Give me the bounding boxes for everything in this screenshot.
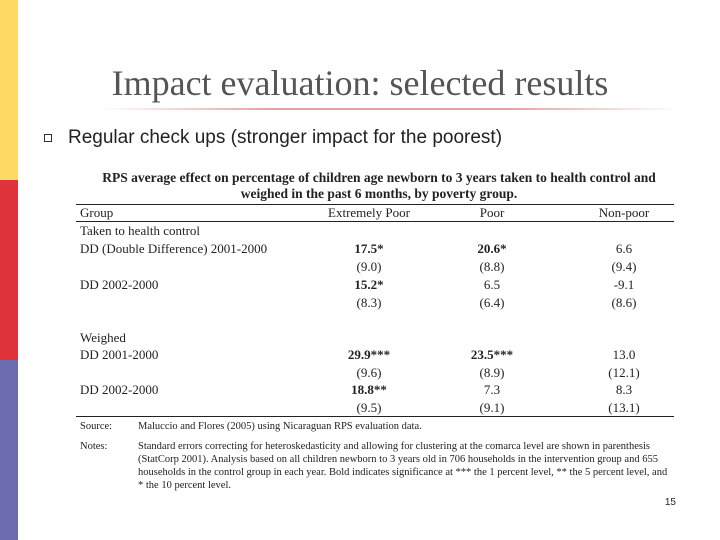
table-header-row: Group Extremely Poor Poor Non-poor [76, 204, 674, 222]
table-notes: Notes: Standard errors correcting for he… [80, 440, 670, 496]
cell-poor-se: (8.9) [479, 365, 505, 380]
cell-poor-se: (6.4) [479, 295, 505, 310]
bullet-text: Regular check ups (stronger impact for t… [68, 127, 503, 148]
header-poor: Poor [479, 205, 505, 220]
cell-non-poor: -9.1 [613, 277, 635, 292]
header-group: Group [80, 205, 114, 220]
row-label: DD 2002-2000 [80, 277, 159, 292]
accent-bar-red [0, 180, 18, 360]
cell-non-poor-se: (9.4) [611, 259, 637, 274]
table-source: Source: Maluccio and Flores (2005) using… [80, 420, 670, 434]
row-label: DD (Double Difference) 2001-2000 [80, 241, 268, 256]
source-text: Maluccio and Flores (2005) using Nicarag… [138, 421, 422, 432]
results-table: RPS average effect on percentage of chil… [76, 170, 674, 491]
table-caption: RPS average effect on percentage of chil… [102, 170, 656, 201]
cell-non-poor-se: (8.6) [611, 295, 637, 310]
cell-extremely-poor: 17.5* [354, 241, 384, 256]
cell-extremely-poor: 15.2* [354, 277, 384, 292]
table-row: Taken to health control [76, 222, 674, 240]
table-row: (9.5) (9.1) (13.1) [76, 399, 674, 417]
cell-non-poor-se: (12.1) [608, 365, 640, 380]
bullet-item: Regular check ups (stronger impact for t… [44, 127, 502, 149]
cell-poor: 7.3 [483, 382, 501, 397]
table-header-rule [76, 221, 674, 222]
table-row: DD 2002-2000 18.8** 7.3 8.3 [76, 381, 674, 399]
cell-non-poor: 13.0 [612, 347, 636, 362]
table-top-rule [76, 204, 674, 205]
cell-poor: 23.5*** [470, 347, 514, 362]
table-row: DD 2002-2000 15.2* 6.5 -9.1 [76, 276, 674, 294]
table-row: (9.0) (8.8) (9.4) [76, 258, 674, 276]
accent-bar-yellow [0, 0, 18, 180]
row-label: Weighed [80, 330, 126, 345]
title-divider [100, 108, 680, 110]
table-row: DD 2001-2000 29.9*** 23.5*** 13.0 [76, 346, 674, 364]
table-row: (8.3) (6.4) (8.6) [76, 294, 674, 312]
slide-title: Impact evaluation: selected results [111, 63, 609, 103]
header-extremely-poor: Extremely Poor [328, 205, 410, 220]
cell-extremely-poor: 29.9*** [347, 347, 391, 362]
notes-label: Notes: [80, 441, 108, 452]
cell-extremely-poor-se: (9.5) [356, 400, 382, 415]
accent-bar-blue [0, 360, 18, 540]
cell-extremely-poor: 18.8** [351, 382, 387, 397]
cell-poor-se: (8.8) [479, 259, 505, 274]
table-row: (9.6) (8.9) (12.1) [76, 364, 674, 382]
table-row: Weighed [76, 329, 674, 347]
row-label: DD 2002-2000 [80, 382, 159, 397]
cell-extremely-poor-se: (9.0) [356, 259, 382, 274]
cell-non-poor: 8.3 [615, 382, 633, 397]
cell-non-poor-se: (13.1) [608, 400, 640, 415]
table-bottom-rule [76, 416, 674, 417]
table-row: DD (Double Difference) 2001-2000 17.5* 2… [76, 240, 674, 258]
header-non-poor: Non-poor [598, 205, 650, 220]
row-label: Taken to health control [80, 223, 201, 238]
square-bullet-icon [44, 134, 52, 142]
cell-poor: 6.5 [483, 277, 501, 292]
page-number: 15 [664, 497, 676, 508]
row-label: DD 2001-2000 [80, 347, 159, 362]
cell-non-poor: 6.6 [615, 241, 633, 256]
cell-poor-se: (9.1) [479, 400, 505, 415]
source-label: Source: [80, 421, 113, 432]
cell-extremely-poor-se: (9.6) [356, 365, 382, 380]
cell-poor: 20.6* [477, 241, 507, 256]
notes-text: Standard errors correcting for heteroske… [138, 441, 668, 491]
cell-extremely-poor-se: (8.3) [356, 295, 382, 310]
